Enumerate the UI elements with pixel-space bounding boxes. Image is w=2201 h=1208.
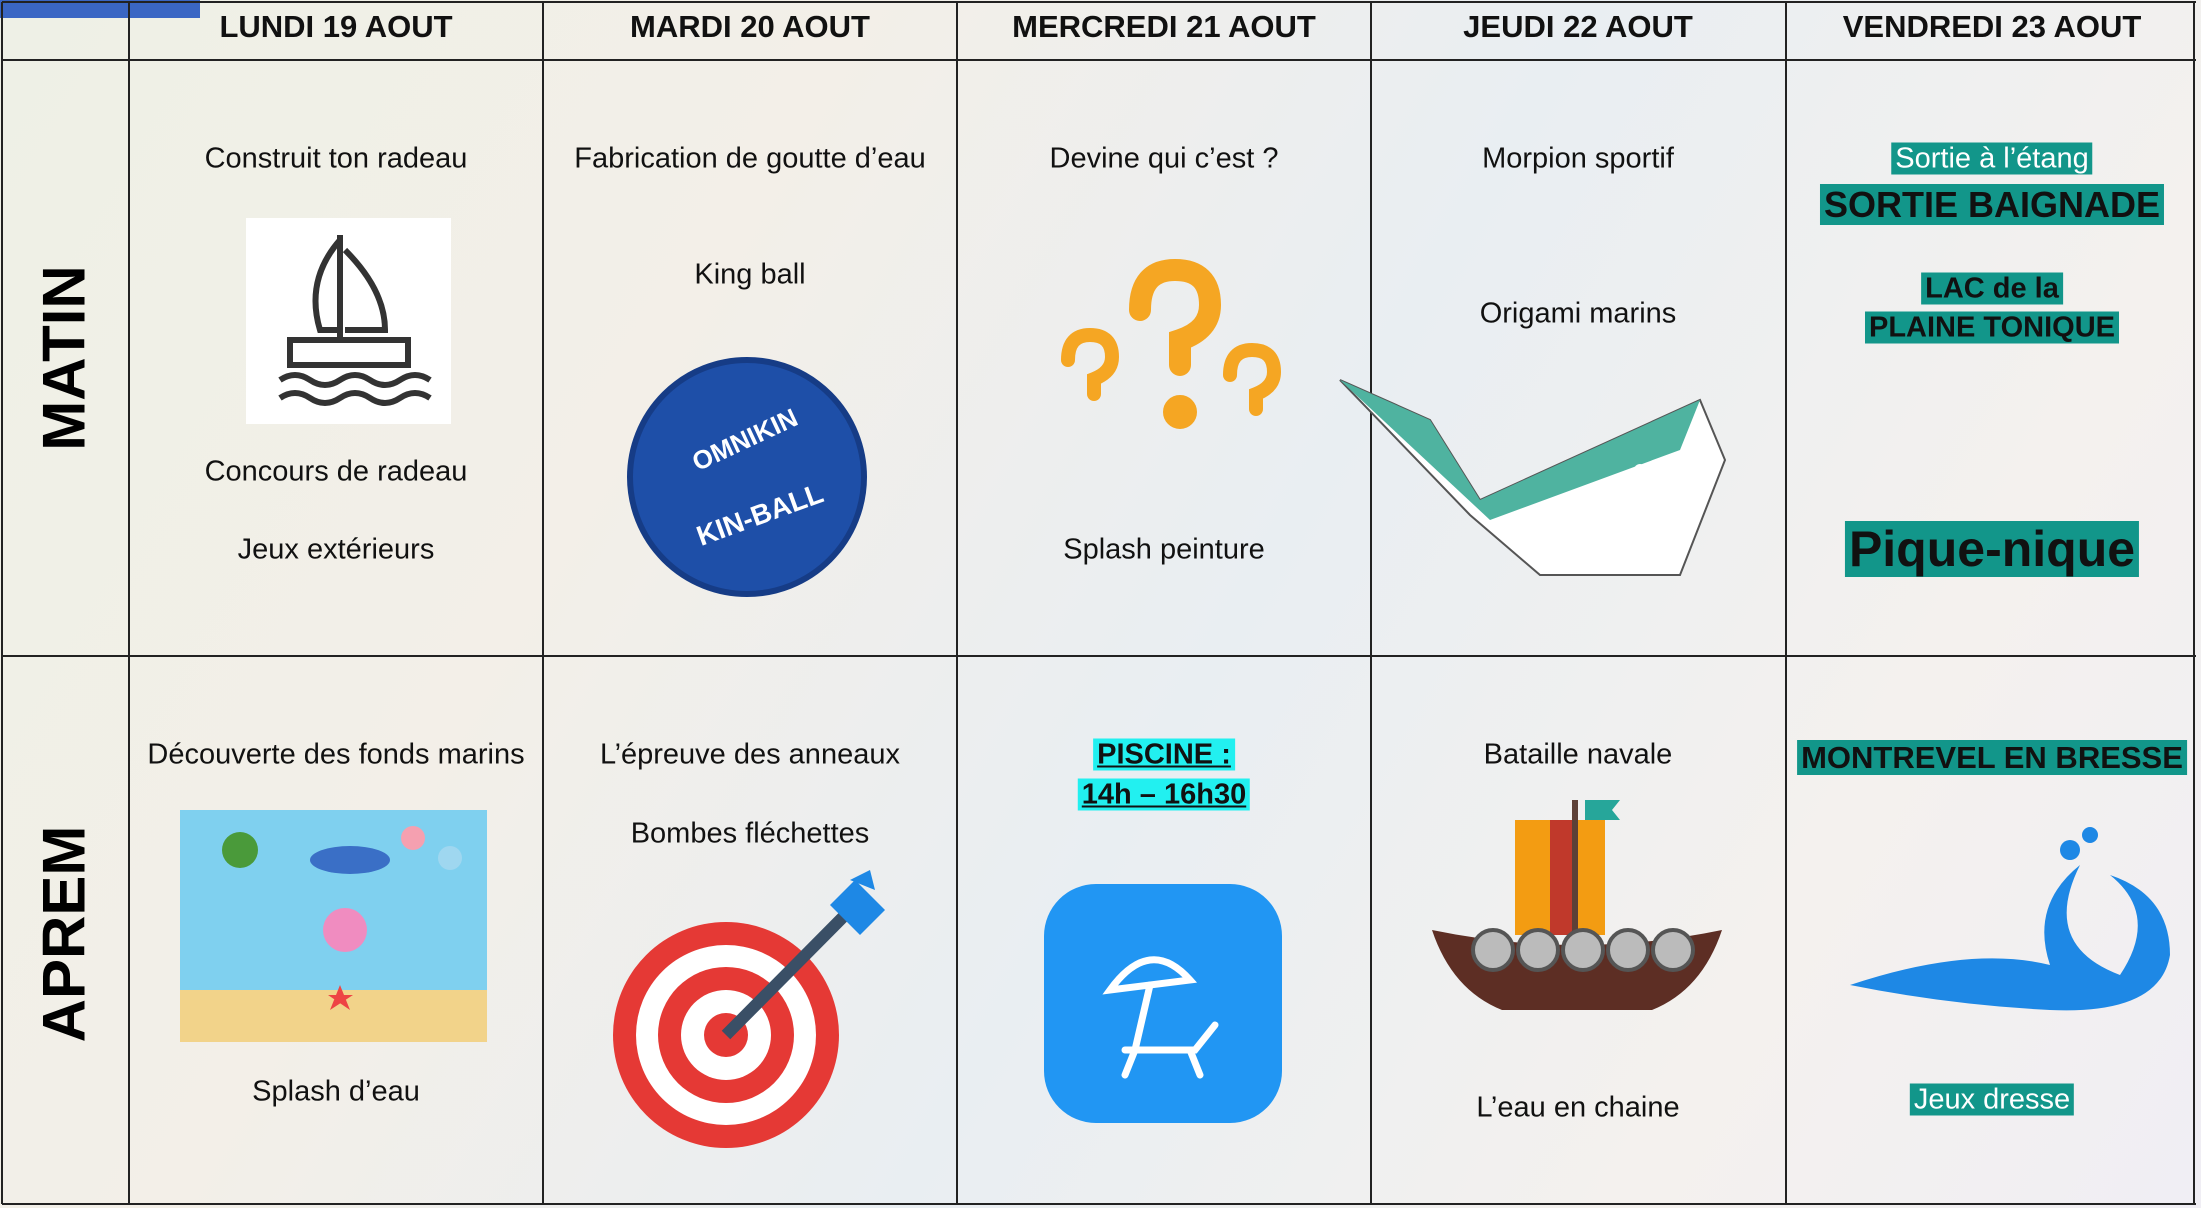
activity-text: SORTIE BAIGNADE <box>1819 184 2165 225</box>
activity-text: Jeux dresse <box>1909 1083 2075 1116</box>
activity: Construit ton radeau <box>204 142 468 175</box>
activity: Découverte des fonds marins <box>147 738 525 771</box>
activity: Concours de radeau <box>204 455 468 488</box>
wave-icon <box>1850 827 2170 1011</box>
activity-text: Sortie à l’étang <box>1891 142 2093 175</box>
activity: Bombes fléchettes <box>630 817 870 850</box>
activity: Jeux extérieurs <box>237 533 435 566</box>
day-header: MERCREDI 21 AOUT <box>1012 9 1316 44</box>
row-label: APREM <box>30 825 98 1043</box>
beach-icon <box>1044 884 1282 1123</box>
activity: Bataille navale <box>1483 738 1673 771</box>
activity-text: Pique-nique <box>1844 521 2140 577</box>
activity: PLAINE TONIQUE <box>1865 311 2119 345</box>
activity: Devine qui c’est ? <box>1049 142 1279 175</box>
activity: Pique-nique <box>1844 520 2140 578</box>
activity-text: MONTREVEL EN BRESSE <box>1797 740 2187 775</box>
activity: Origami marins <box>1479 297 1677 330</box>
activity-text: PLAINE TONIQUE <box>1865 311 2119 344</box>
day-header: LUNDI 19 AOUT <box>219 9 453 44</box>
activity: 14h – 16h30 <box>1077 778 1251 812</box>
ball-icon <box>627 357 867 597</box>
ship-icon <box>1432 800 1722 1010</box>
activity: Sortie à l’étang <box>1891 142 2093 176</box>
sea-icon <box>180 810 487 1042</box>
day-header: VENDREDI 23 AOUT <box>1842 9 2142 44</box>
activity: SORTIE BAIGNADE <box>1819 184 2165 226</box>
row-label: MATIN <box>30 265 98 451</box>
activity: PISCINE : <box>1093 738 1235 772</box>
boat-icon <box>246 218 451 424</box>
target-icon <box>613 870 885 1148</box>
activity: Fabrication de goutte d’eau <box>574 142 926 175</box>
activity-text: LAC de la <box>1921 272 2063 305</box>
corner-image <box>0 0 200 18</box>
activity: L’épreuve des anneaux <box>600 738 900 771</box>
day-header: MARDI 20 AOUT <box>630 9 870 44</box>
activity: Morpion sportif <box>1482 142 1674 175</box>
day-header: JEUDI 22 AOUT <box>1463 9 1693 44</box>
activity: L’eau en chaine <box>1476 1091 1680 1124</box>
activity-text: PISCINE : <box>1093 738 1235 771</box>
activity: Splash d’eau <box>252 1075 420 1108</box>
activity: MONTREVEL EN BRESSE <box>1797 740 2187 776</box>
question-icon <box>1061 258 1282 429</box>
activity: Jeux dresse <box>1909 1083 2075 1117</box>
activity: LAC de la <box>1921 272 2063 306</box>
activity-text: 14h – 16h30 <box>1077 778 1251 811</box>
activity: Splash peinture <box>1063 533 1265 566</box>
whale-icon <box>1339 379 1727 576</box>
activity: King ball <box>694 258 806 291</box>
